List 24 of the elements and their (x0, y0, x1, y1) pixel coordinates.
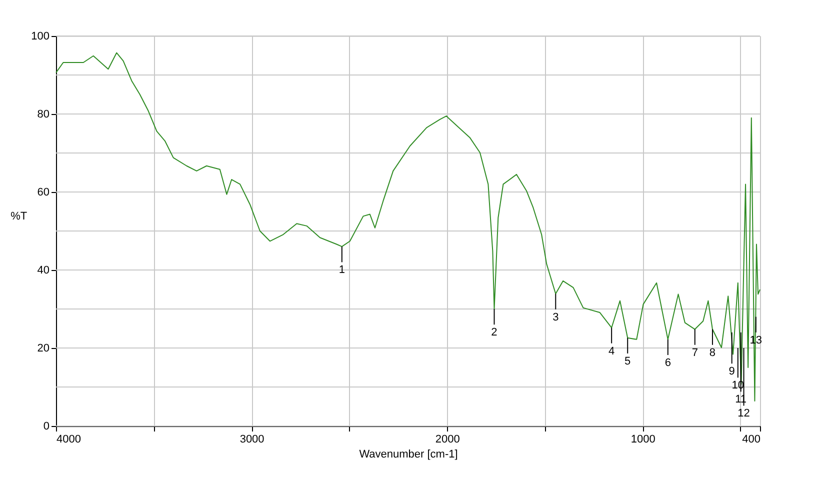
annotation: 3 (552, 311, 559, 324)
y-tick-label: 0 (43, 420, 50, 432)
annotation: 12 (738, 408, 750, 420)
y-tick-label: 80 (37, 108, 50, 120)
x-axis-title: Wavenumber [cm-1] (359, 448, 458, 460)
line-series (56, 52, 760, 402)
x-tick-label: 4000 (56, 434, 81, 446)
annotation: 7 (692, 346, 698, 359)
annotation: 5 (624, 355, 631, 368)
annotation: 9 (728, 366, 735, 378)
x-tick-label: 3000 (240, 434, 264, 446)
y-tick-label: 100 (31, 30, 50, 42)
annotation: 4 (608, 345, 615, 358)
y-tick-label: 20 (37, 342, 50, 354)
y-tick-label: 60 (37, 186, 50, 198)
annotation: 8 (709, 346, 716, 359)
y-tick-label: 40 (37, 264, 50, 276)
annotation: 2 (491, 326, 498, 339)
x-tick-label: 400 (742, 434, 760, 446)
annotation: 1 (338, 264, 345, 276)
x-tick-label: 1000 (630, 434, 656, 446)
x-tick-label: 2000 (435, 434, 460, 446)
y-axis-title: %T (10, 210, 28, 222)
annotation: 6 (664, 356, 671, 369)
